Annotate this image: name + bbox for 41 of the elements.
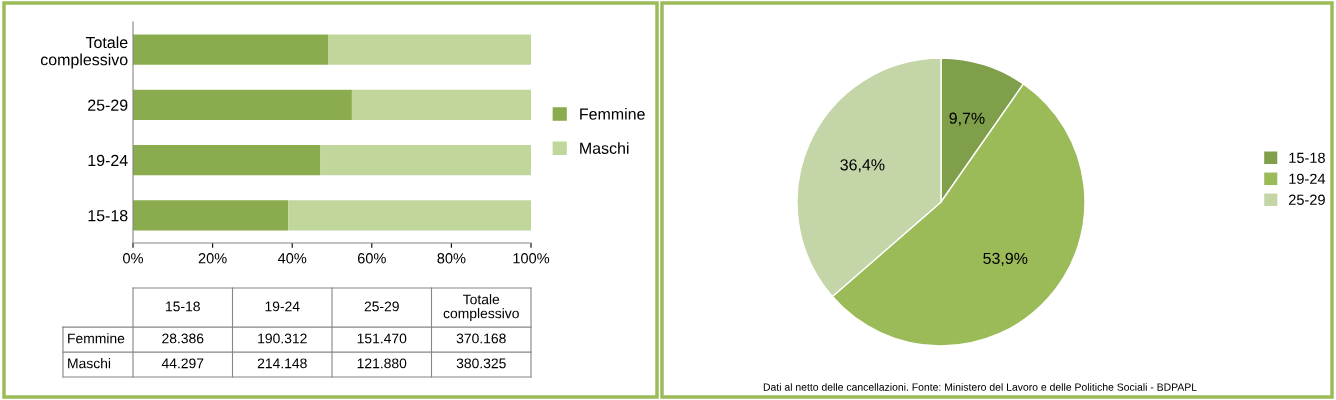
- data-label: 44.297: [161, 358, 204, 369]
- x-tick-label: 100%: [513, 253, 550, 264]
- data-label: 190.312: [258, 333, 307, 344]
- x-tick-label: 60%: [357, 253, 386, 264]
- data-label: 53,9%: [983, 252, 1028, 266]
- text: Dati al netto delle cancellazioni. Fonte: Ministero del Lavoro e delle Politiche Sociali - BDPAPL: [763, 383, 1197, 391]
- category-label: 25-29: [364, 301, 399, 312]
- legend-label: 15-18: [1289, 152, 1325, 163]
- legend-label: 25-29: [1288, 194, 1325, 205]
- text: Maschi: [68, 358, 111, 369]
- category-label: 19-24: [265, 301, 300, 312]
- legend-label: Maschi: [580, 142, 629, 154]
- data-label: 151.470: [357, 333, 407, 344]
- data-label: 36,4%: [840, 159, 885, 173]
- category-label: 15-18: [166, 301, 200, 312]
- data-label: 9,7%: [949, 112, 985, 126]
- y-tick-label: 25-29: [88, 99, 128, 111]
- bar: [133, 34, 329, 65]
- bar: [320, 144, 531, 176]
- x-tick-label: 80%: [437, 253, 466, 264]
- y-tick-label: Totale complessivo: [40, 36, 128, 69]
- bar: [133, 144, 321, 176]
- bar: [133, 200, 289, 231]
- data-label: 28.386: [162, 333, 204, 344]
- text: Femmine: [68, 333, 125, 344]
- data-label: 214.148: [257, 358, 307, 369]
- y-tick-label: 19-24: [88, 154, 128, 167]
- x-tick-label: 40%: [277, 253, 307, 264]
- bar: [351, 89, 531, 121]
- bar: [328, 34, 531, 65]
- data-label: 380.325: [456, 358, 506, 369]
- data-label: 370.168: [456, 333, 506, 344]
- bar: [133, 89, 352, 121]
- y-tick-label: 15-18: [88, 210, 128, 222]
- legend-label: Femmine: [580, 108, 645, 120]
- bar: [288, 200, 531, 231]
- data-label: 121.880: [357, 358, 407, 369]
- x-tick-label: 0%: [123, 253, 144, 264]
- category-label: Totale complessivo: [443, 294, 519, 322]
- x-tick-label: 20%: [198, 253, 227, 264]
- legend-label: 19-24: [1289, 173, 1326, 184]
